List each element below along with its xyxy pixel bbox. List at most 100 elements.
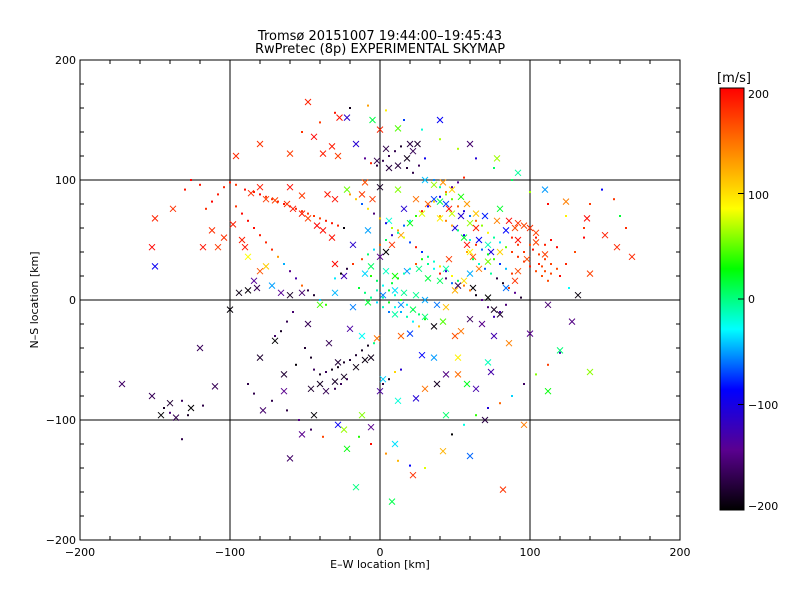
scatter-point-x (406, 140, 414, 148)
scatter-point-dot (376, 164, 378, 167)
scatter-point-x (454, 371, 462, 378)
scatter-point-dot (403, 224, 405, 227)
scatter-point-x (457, 327, 465, 335)
scatter-point-x (331, 289, 339, 297)
scatter-point-dot (373, 248, 375, 251)
scatter-point-x (478, 320, 486, 328)
scatter-point-x (463, 380, 471, 388)
scatter-point-x (349, 241, 357, 249)
scatter-point-dot (517, 243, 519, 246)
scatter-point-dot (406, 167, 408, 169)
scatter-point-dot (532, 248, 534, 251)
scatter-point-dot (301, 284, 303, 287)
scatter-point-dot (511, 179, 513, 181)
scatter-point-x (394, 125, 402, 132)
scatter-point-dot (496, 277, 498, 280)
scatter-point-x (256, 354, 264, 361)
scatter-point-dot (451, 282, 453, 285)
scatter-point-x (409, 471, 417, 479)
scatter-point-dot (355, 198, 357, 201)
scatter-point-dot (391, 234, 393, 237)
scatter-point-x (336, 114, 343, 121)
scatter-point-dot (487, 306, 489, 309)
scatter-point-x (361, 179, 369, 186)
scatter-point-x (466, 140, 474, 148)
scatter-point-x (259, 407, 267, 414)
scatter-point-x (304, 98, 312, 106)
scatter-point-x (406, 330, 414, 337)
scatter-point-dot (565, 263, 567, 265)
scatter-point-dot (385, 222, 387, 225)
scatter-point-dot (253, 227, 255, 229)
scatter-point-dot (568, 287, 570, 289)
scatter-point-x (361, 356, 369, 364)
scatter-point-dot (202, 404, 204, 407)
scatter-point-dot (319, 299, 321, 301)
scatter-point-x (280, 371, 288, 378)
scatter-point-x (439, 318, 447, 325)
scatter-point-dot (397, 459, 399, 462)
scatter-point-dot (439, 272, 441, 275)
scatter-point-x (262, 263, 270, 270)
scatter-point-dot (535, 236, 537, 239)
scatter-point-x (436, 215, 444, 222)
scatter-point-dot (409, 464, 411, 467)
scatter-point-dot (487, 253, 489, 256)
scatter-point-x (460, 234, 468, 241)
scatter-point-x (382, 267, 390, 275)
scatter-point-x (367, 423, 375, 431)
scatter-point-x (352, 140, 360, 148)
scatter-point-dot (379, 243, 381, 246)
scatter-point-x (298, 210, 306, 217)
scatter-point-dot (469, 239, 471, 241)
scatter-point-dot (544, 258, 546, 261)
scatter-point-x (403, 155, 411, 162)
scatter-point-x (172, 414, 180, 421)
scatter-point-dot (439, 186, 441, 189)
scatter-point-dot (451, 186, 453, 189)
scatter-point-dot (334, 387, 336, 390)
scatter-point-dot (427, 205, 429, 208)
scatter-point-dot (493, 236, 495, 239)
scatter-point-dot (538, 263, 540, 265)
scatter-point-x (373, 335, 381, 342)
scatter-point-dot (424, 157, 426, 160)
scatter-point-x (286, 183, 294, 191)
scatter-point-x (211, 383, 219, 390)
scatter-point-dot (349, 359, 351, 361)
scatter-point-dot (415, 246, 417, 249)
scatter-point-x (298, 192, 306, 199)
scatter-point-x (454, 354, 462, 361)
scatter-point-dot (427, 263, 429, 265)
scatter-point-x (439, 179, 447, 186)
scatter-point-x (481, 212, 489, 220)
scatter-point-dot (235, 205, 237, 208)
scatter-point-x (367, 354, 375, 361)
scatter-point-dot (391, 227, 393, 229)
scatter-point-dot (421, 210, 423, 213)
scatter-point-dot (217, 193, 219, 196)
scatter-point-x (586, 368, 594, 376)
scatter-point-x (385, 164, 393, 172)
scatter-point-x (388, 498, 396, 505)
scatter-point-x (319, 227, 327, 234)
scatter-point-x (520, 421, 528, 429)
scatter-point-x (322, 387, 330, 395)
scatter-point-dot (343, 227, 345, 229)
x-tick-label-1: −100 (215, 546, 245, 559)
scatter-point-x (271, 337, 279, 345)
colorbar-label: [m/s] (717, 71, 751, 86)
scatter-point-dot (418, 313, 420, 316)
scatter-point-dot (547, 203, 549, 205)
scatter-point-x (316, 380, 324, 388)
scatter-point-x (148, 392, 156, 400)
scatter-point-x (325, 339, 333, 347)
scatter-point-dot (481, 299, 483, 301)
scatter-point-dot (583, 227, 585, 229)
scatter-point-dot (529, 243, 531, 246)
scatter-point-dot (247, 219, 249, 222)
scatter-point-x (514, 267, 522, 275)
scatter-point-dot (241, 212, 243, 215)
scatter-point-x (391, 287, 399, 294)
scatter-point-dot (199, 183, 201, 186)
